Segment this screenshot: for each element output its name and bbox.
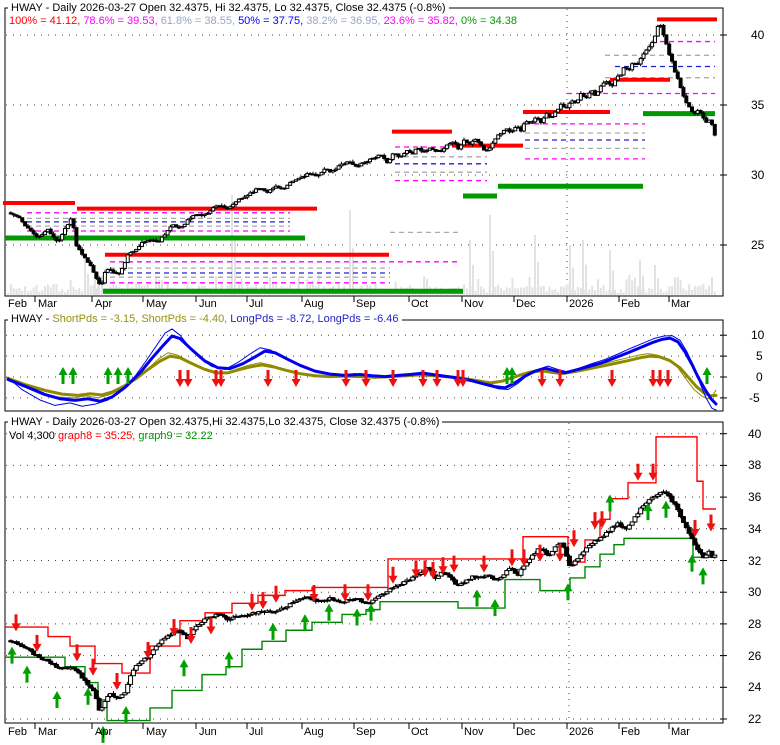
x-axis-label: Nov [464, 726, 484, 738]
y-axis-label: 0 [756, 370, 763, 384]
legend-segment: 78.6% = 39.53, [83, 15, 161, 27]
legend-segment: ShortPds = -4.40, [141, 313, 231, 325]
y-axis-label: 28 [748, 616, 762, 631]
legend-segment: 50% = 37.75, [238, 15, 307, 27]
x-axis-label: Mar [38, 298, 57, 310]
bottom-panel-title: HWAY - Daily 2026-03-27 Open 32.4375,Hi … [8, 416, 443, 429]
y-axis-label: 40 [748, 426, 762, 441]
y-axis-label: 26 [748, 648, 762, 663]
oscillator-plot-area[interactable] [5, 320, 723, 411]
top-chart-plot-area[interactable] [5, 8, 723, 296]
x-axis-label: Feb [621, 298, 640, 310]
y-axis-label: 34 [748, 521, 762, 536]
x-axis-label: Feb [621, 726, 640, 738]
x-axis-label: Dec [516, 298, 536, 310]
x-axis-label: Dec [516, 726, 536, 738]
fib-legend: 100% = 41.12, 78.6% = 39.53, 61.8% = 38.… [9, 15, 517, 28]
x-axis-label: Nov [464, 298, 484, 310]
y-axis-label: 35 [751, 98, 765, 112]
x-axis-label: Feb [8, 726, 27, 738]
legend-segment: HWAY - [11, 313, 53, 325]
x-axis-label: Mar [671, 726, 690, 738]
x-axis-label: Oct [411, 298, 429, 310]
x-axis-label: Mar [38, 726, 57, 738]
y-axis-label: 30 [748, 585, 762, 600]
top-panel-title: HWAY - Daily 2026-03-27 Open 32.4375, Hi… [8, 2, 449, 15]
legend-segment: 0% = 34.38 [461, 15, 517, 27]
y-axis-label: 24 [748, 680, 762, 695]
x-axis-label: Apr [95, 298, 113, 310]
legend-segment: LongPds = -6.46 [317, 313, 399, 325]
legend-segment: graph8 = 35.25, [57, 430, 139, 442]
x-axis-label: Oct [411, 726, 429, 738]
legend-segment: 23.6% = 35.82, [383, 15, 462, 27]
x-axis-label: Sep [356, 726, 376, 738]
legend-segment: Vol 4,300 [9, 430, 58, 442]
y-axis-label: -5 [749, 390, 760, 405]
x-axis-label: 2026 [569, 298, 594, 310]
legend-segment: graph9 = 32.22 [138, 430, 213, 442]
y-axis-label: 10 [751, 328, 765, 343]
y-axis-label: 40 [751, 28, 765, 42]
x-axis-label: May [146, 726, 167, 738]
x-axis-label: Aug [304, 726, 324, 738]
x-axis-label: Feb [8, 298, 27, 310]
bottom-chart-plot-area[interactable] [5, 445, 723, 723]
x-axis-label: 2026 [569, 726, 594, 738]
x-axis-label: Jul [249, 726, 264, 738]
legend-segment: ShortPds = -3.15, [52, 313, 142, 325]
x-axis-label: Jun [199, 726, 217, 738]
x-axis-label: May [146, 298, 167, 310]
legend-segment: 38.2% = 36.95, [306, 15, 384, 27]
legend-segment: 100% = 41.12, [9, 15, 84, 27]
legend-segment: 61.8% = 38.55, [160, 15, 239, 27]
y-axis-label: 36 [748, 490, 762, 505]
volume-legend: Vol 4,300 graph8 = 35.25, graph9 = 32.22 [9, 430, 213, 443]
y-axis-label: 22 [748, 712, 762, 726]
y-axis-label: 32 [748, 553, 762, 568]
x-axis-label: Apr [95, 726, 113, 738]
x-axis-label: Mar [671, 298, 690, 310]
x-axis-label: Aug [304, 298, 324, 310]
legend-segment: LongPds = -8.72, [230, 313, 318, 325]
y-axis-label: 38 [748, 458, 762, 473]
y-axis-label: 30 [751, 168, 765, 182]
x-axis-label: Sep [356, 298, 376, 310]
middle-panel-title: HWAY - ShortPds = -3.15, ShortPds = -4.4… [8, 313, 402, 326]
x-axis-label: Jun [199, 298, 217, 310]
x-axis-label: Jul [249, 298, 264, 310]
y-axis-label: 5 [756, 349, 763, 364]
y-axis-label: 25 [751, 238, 765, 252]
